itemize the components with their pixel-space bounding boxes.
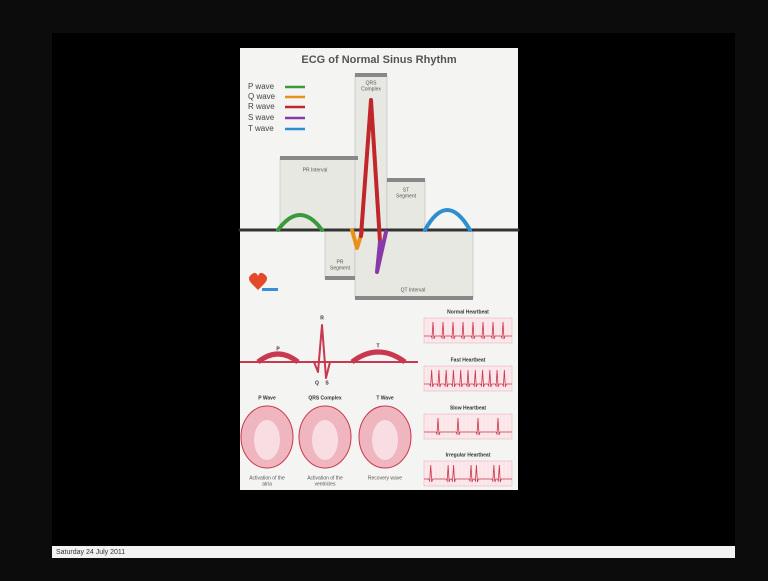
heartbeat-title: Normal Heartbeat xyxy=(447,309,489,315)
heart-title: T Wave xyxy=(376,395,394,401)
footer-bar xyxy=(52,546,735,558)
bar xyxy=(387,178,425,182)
bar xyxy=(355,73,387,77)
hearts xyxy=(241,406,411,468)
body: Saturday 24 July 2011 ECG of Normal Sinu… xyxy=(0,0,768,581)
pr-interval-label: PR Interval xyxy=(303,167,328,173)
heart-caption: Recovery wave xyxy=(368,475,402,481)
heartbeat-title: Irregular Heartbeat xyxy=(446,452,491,458)
heart-caption: atria xyxy=(262,481,272,487)
heart-chamber xyxy=(312,420,338,460)
heartbeat-title: Fast Heartbeat xyxy=(451,357,486,363)
bar xyxy=(355,296,473,300)
heart-title: P Wave xyxy=(258,395,276,401)
logo-text xyxy=(262,288,278,291)
qt-label: QT Interval xyxy=(401,287,426,293)
heart-chamber xyxy=(372,420,398,460)
qrs-label: Complex xyxy=(361,86,381,92)
legend-label: T wave xyxy=(248,124,274,133)
bar xyxy=(280,156,358,160)
st-label: Segment xyxy=(396,193,417,199)
page: ECG slide {"screen": {"footer": "Saturda… xyxy=(0,0,768,581)
legend: P wave Q wave R wave S wave T wave xyxy=(248,82,276,133)
heart-chamber xyxy=(254,420,280,460)
pr-segment-label: Segment xyxy=(330,265,351,271)
heart-title: QRS Complex xyxy=(308,395,342,401)
heartbeat-title: Slow Heartbeat xyxy=(450,405,486,411)
legend-label: Q wave xyxy=(248,92,276,101)
legend-label: S wave xyxy=(248,113,275,122)
heart-caption: ventricles xyxy=(314,481,336,487)
legend-label: P wave xyxy=(248,82,275,91)
screen: Saturday 24 July 2011 ECG of Normal Sinu… xyxy=(0,0,768,581)
poster-title: ECG of Normal Sinus Rhythm xyxy=(301,54,456,66)
wave-label: T xyxy=(376,343,379,349)
wave-label: Q xyxy=(315,380,319,386)
footer-date: Saturday 24 July 2011 xyxy=(56,549,125,556)
bar xyxy=(325,276,355,280)
wave-label: R xyxy=(320,315,324,321)
legend-label: R wave xyxy=(248,102,275,111)
